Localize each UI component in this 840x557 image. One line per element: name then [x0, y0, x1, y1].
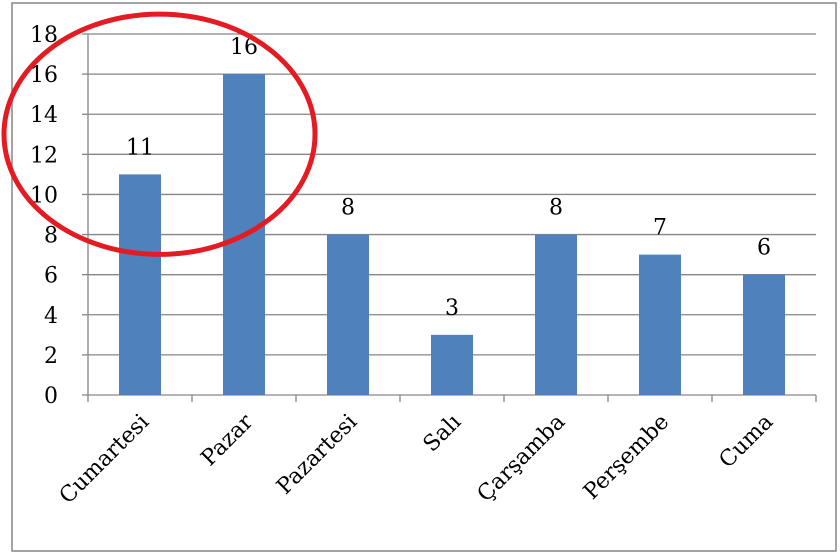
data-label: 11: [126, 135, 154, 160]
y-tick-label: 8: [44, 224, 58, 249]
y-tick-label: 12: [30, 143, 58, 168]
y-tick-label: 2: [44, 344, 58, 369]
bar-5: [535, 234, 577, 395]
data-label: 6: [757, 236, 771, 261]
annotations: [1, 11, 318, 257]
bar-4: [431, 334, 473, 395]
bar-7: [743, 274, 785, 395]
gridlines: [88, 33, 816, 356]
y-tick-label: 14: [30, 103, 58, 128]
bar-3: [327, 234, 369, 395]
data-label: 8: [549, 196, 563, 221]
highlight-ellipse: [1, 11, 318, 257]
y-tick-label: 4: [44, 304, 58, 329]
bar-1: [119, 174, 161, 395]
y-tick-label: 16: [30, 63, 58, 88]
data-label: 3: [445, 296, 459, 321]
data-label: 8: [341, 196, 355, 221]
bar-6: [639, 254, 681, 395]
y-tick-label: 6: [44, 264, 58, 289]
data-label: 7: [653, 216, 667, 241]
y-tick-label: 0: [44, 384, 58, 409]
